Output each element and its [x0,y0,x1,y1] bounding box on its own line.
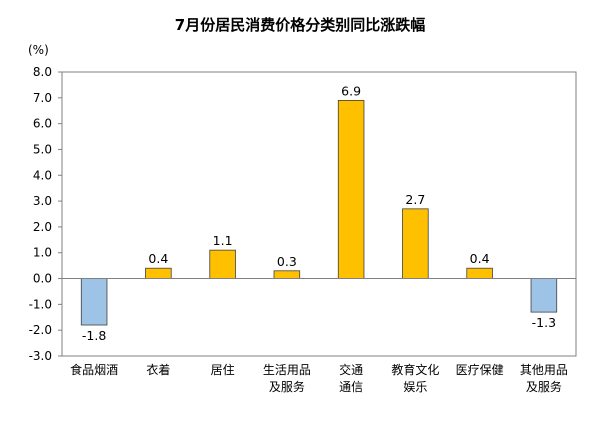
bar [402,208,429,279]
data-label: -1.3 [532,315,556,330]
category-label: 及服务 [269,379,305,394]
y-axis-unit: (%) [28,43,49,57]
data-label: 6.9 [341,83,361,98]
y-tick-label: 1.0 [33,246,52,260]
data-label: 2.7 [405,192,425,207]
bar [273,270,301,279]
bar [530,278,558,313]
category-label: 交通 [339,362,363,377]
category-label: 衣着 [146,362,170,377]
data-label: 0.3 [277,254,297,269]
y-tick-label: 2.0 [33,220,52,234]
category-label: 其他用品 [520,363,568,377]
category-label: 通信 [339,380,363,394]
y-tick-label: 0.0 [33,272,52,286]
bar [145,267,172,279]
data-labels: -1.8 0.4 1.1 0.3 6.9 2.7 0.4 -1.3 [82,83,556,343]
category-label: 及服务 [526,379,562,394]
data-label: -1.8 [82,328,106,343]
y-tick-label: 4.0 [33,168,52,182]
y-tick-label: 7.0 [33,91,52,105]
category-label: 娱乐 [403,380,427,394]
bars [80,100,558,326]
data-label: 0.4 [148,251,168,266]
plot-frame [61,71,577,357]
y-tick-label: 5.0 [33,142,52,156]
y-tick-label: 8.0 [33,65,52,79]
y-tick-label: -2.0 [29,323,52,337]
bar [466,267,493,279]
y-tick-label: 6.0 [33,117,52,131]
y-axis-ticks: 8.0 7.0 6.0 5.0 4.0 3.0 2.0 1.0 0.0 -1.0 -2.0 -3.0 [29,65,62,363]
bar [209,249,236,279]
y-tick-label: -3.0 [29,349,52,363]
category-label: 居住 [211,363,235,377]
data-label: 0.4 [470,251,490,266]
category-label: 教育文化 [391,362,439,377]
y-tick-label: 3.0 [33,194,52,208]
bar [80,278,108,326]
category-label: 食品烟酒 [70,362,118,377]
category-label: 医疗保健 [456,363,504,377]
bar [337,100,365,279]
category-label: 生活用品 [263,363,311,377]
data-label: 1.1 [213,233,233,248]
y-tick-label: -1.0 [29,297,52,311]
chart-title: 7月份居民消费价格分类别同比涨跌幅 [175,16,425,34]
